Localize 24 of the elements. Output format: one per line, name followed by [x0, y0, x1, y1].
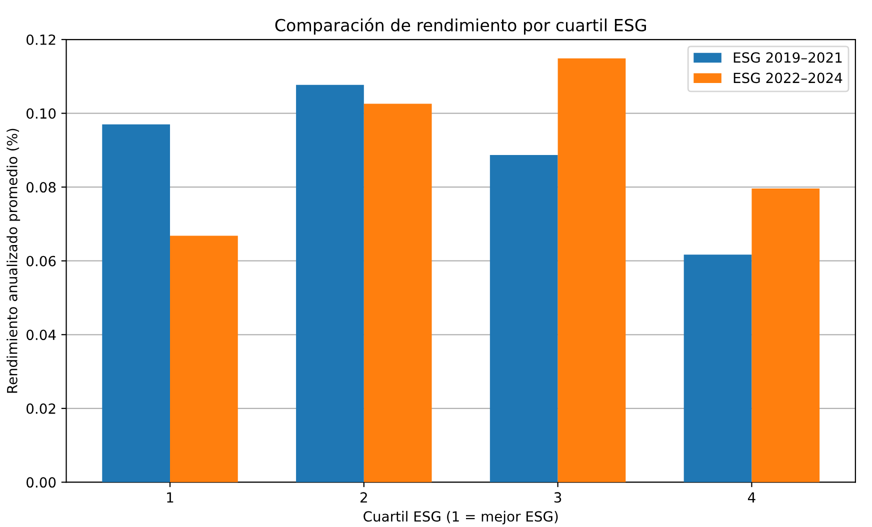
bar [752, 188, 820, 482]
bar [684, 254, 752, 482]
x-tick-label: 1 [167, 492, 174, 502]
y-tick-label: 0.08 [26, 182, 56, 193]
bar [558, 58, 626, 482]
bar [102, 124, 170, 482]
y-axis-title: Rendimiento anualizado promedio (%) [6, 128, 20, 393]
x-tick-label: 2 [360, 492, 367, 502]
x-axis-title: Cuartil ESG (1 = mejor ESG) [364, 510, 558, 524]
bar [490, 154, 558, 482]
bar [170, 236, 238, 482]
x-tick-label: 3 [554, 492, 562, 503]
legend-label: ESG 2022–2024 [734, 72, 842, 84]
y-tick-label: 0.00 [26, 477, 56, 488]
bar [364, 104, 432, 482]
bar [296, 84, 364, 482]
y-tick-label: 0.02 [26, 403, 56, 414]
y-tick-label: 0.04 [26, 330, 56, 340]
y-tick-label: 0.12 [26, 34, 56, 45]
x-tick-label: 4 [748, 492, 756, 502]
y-tick-label: 0.10 [26, 108, 56, 119]
y-tick-label: 0.06 [26, 256, 56, 266]
legend-label: ESG 2019–2021 [734, 52, 842, 63]
chart-title: Comparación de rendimiento por cuartil ESG [275, 18, 646, 35]
